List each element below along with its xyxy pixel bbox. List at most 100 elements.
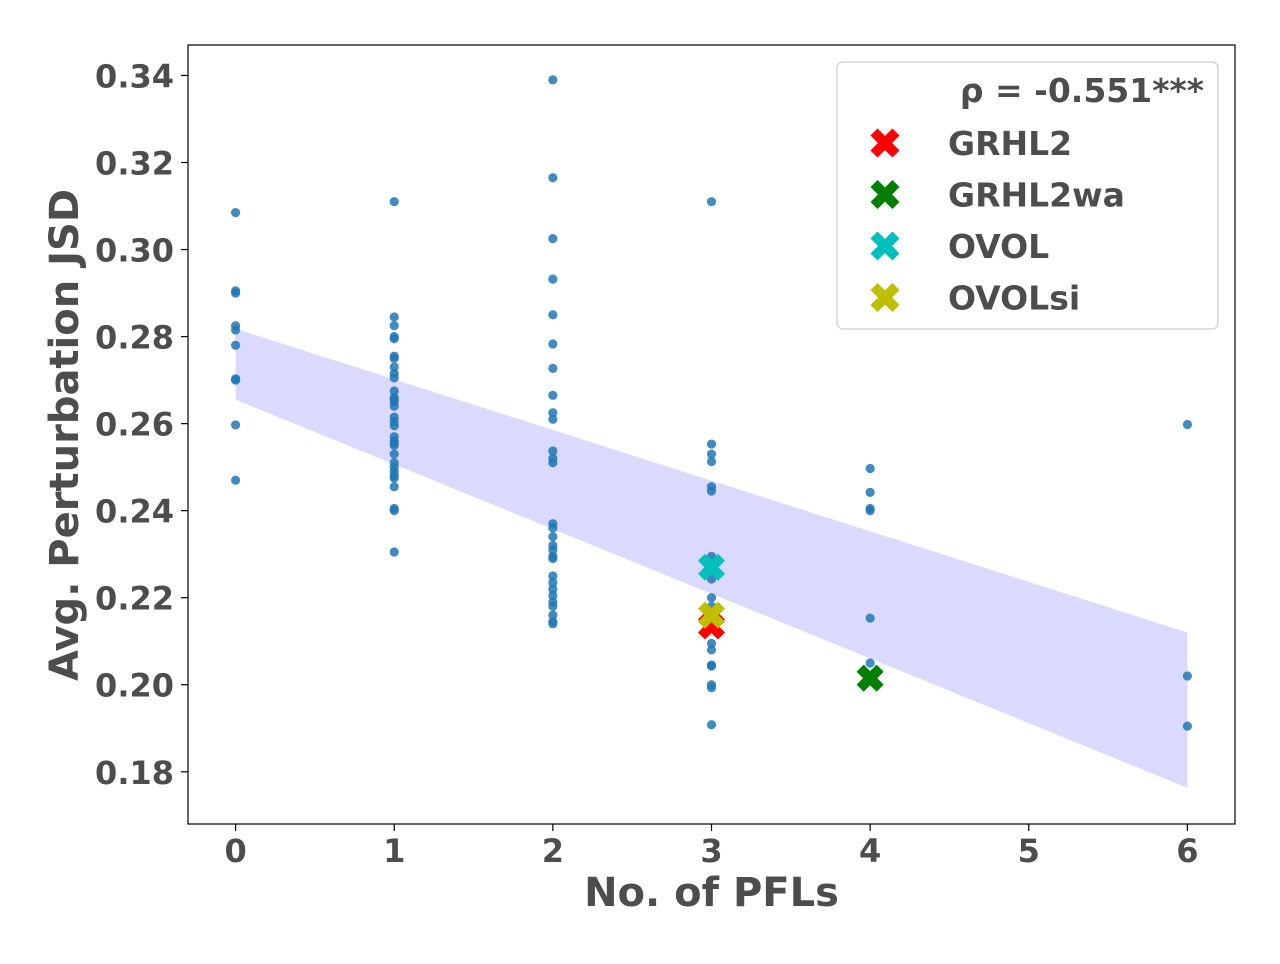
y-tick-label: 0.28	[95, 319, 174, 357]
data-point	[230, 420, 241, 430]
x-axis: 0 1 2 3 4 5 6	[224, 824, 1199, 870]
y-tick-label: 0.32	[95, 145, 174, 183]
data-point	[389, 373, 399, 383]
legend-marker-ovol-stroke-b	[870, 231, 900, 261]
data-point	[548, 584, 558, 594]
data-point	[548, 390, 558, 400]
data-point	[706, 486, 717, 496]
data-point	[865, 463, 875, 474]
data-point	[548, 571, 558, 581]
legend-entry-label: GRHL2	[948, 124, 1072, 163]
data-point	[548, 577, 558, 588]
legend-marker-ovolsi	[870, 282, 900, 313]
legend-box	[836, 61, 1219, 330]
data-point	[706, 197, 717, 207]
data-point	[548, 414, 558, 424]
data-point	[230, 288, 241, 298]
data-point	[389, 386, 399, 396]
x-tick-label: 2	[542, 832, 564, 870]
data-point	[230, 375, 241, 385]
x-tick-label: 0	[224, 832, 246, 870]
y-tick-label: 0.26	[95, 406, 174, 444]
legend-marker-grhl2-stroke-b	[870, 128, 900, 158]
data-point	[230, 340, 241, 350]
data-point	[548, 523, 558, 533]
marker-grhl2wa	[856, 664, 884, 692]
data-point	[548, 545, 558, 555]
x-tick-label: 4	[859, 832, 881, 870]
data-point	[706, 449, 717, 459]
data-point	[706, 638, 717, 648]
data-point	[548, 446, 558, 456]
data-point	[548, 532, 558, 542]
data-point	[548, 339, 558, 349]
data-point	[706, 439, 717, 449]
data-point	[706, 661, 717, 671]
data-point	[389, 401, 399, 411]
data-point	[865, 506, 875, 516]
data-point	[706, 683, 717, 693]
x-tick-label: 1	[383, 832, 405, 870]
marker-ovolsi	[697, 601, 726, 629]
data-point	[389, 197, 399, 207]
legend-entry-label: OVOL	[948, 227, 1049, 266]
legend-entries: GRHL2 GRHL2wa OVOL OVOLsi	[870, 124, 1125, 318]
data-point	[548, 310, 558, 320]
data-point	[706, 456, 717, 467]
y-tick-label: 0.20	[95, 667, 174, 705]
markers-layer	[697, 553, 884, 692]
y-tick-label: 0.34	[95, 57, 174, 95]
data-point	[548, 610, 558, 620]
data-point	[706, 574, 717, 584]
legend-marker-ovol	[870, 231, 900, 261]
data-point	[548, 408, 558, 418]
data-point	[548, 619, 558, 629]
data-point	[548, 234, 558, 244]
y-axis-label: Avg. Perturbation JSD	[42, 189, 88, 681]
data-point	[548, 601, 558, 612]
data-point	[389, 321, 399, 331]
y-tick-label: 0.22	[95, 580, 174, 618]
data-point	[230, 325, 241, 335]
marker-grhl2wa-stroke-b	[856, 664, 884, 692]
x-tick-label: 5	[1018, 832, 1040, 870]
data-point	[389, 362, 399, 372]
legend-marker-grhl2	[870, 128, 900, 158]
data-point	[865, 487, 875, 497]
data-point	[389, 421, 399, 431]
data-point	[389, 482, 399, 492]
y-tick-label: 0.18	[95, 754, 174, 792]
data-point	[548, 75, 558, 85]
legend-marker-grhl2wa-stroke-b	[870, 179, 900, 210]
data-point	[865, 658, 875, 668]
legend-marker-grhl2wa	[870, 179, 900, 210]
data-point	[1182, 419, 1193, 430]
legend: ρ = -0.551*** GRHL2 GRHL2wa OVOL OVOLsi	[836, 61, 1219, 330]
data-point	[1182, 671, 1193, 681]
y-axis: 0.18 0.20 0.22 0.24 0.26 0.28 0.30 0.32 0.34	[95, 57, 188, 792]
x-axis-label: No. of PFLs	[584, 870, 839, 916]
data-point	[865, 613, 875, 623]
data-point	[548, 590, 558, 601]
data-point	[706, 645, 717, 655]
marker-ovol-stroke-b	[697, 553, 726, 581]
legend-entry-label: OVOLsi	[948, 279, 1080, 318]
y-tick-label: 0.24	[95, 493, 174, 531]
data-point	[548, 274, 558, 284]
data-point	[706, 593, 717, 603]
data-point	[389, 334, 399, 344]
data-point	[230, 207, 241, 218]
x-tick-label: 3	[700, 832, 722, 870]
data-point	[548, 173, 558, 183]
data-point	[548, 553, 558, 564]
marker-ovolsi-stroke-b	[697, 601, 726, 629]
data-point	[230, 475, 241, 485]
data-point	[389, 473, 399, 483]
data-point	[389, 312, 399, 322]
legend-stat: ρ = -0.551***	[960, 71, 1204, 110]
data-point	[389, 506, 399, 516]
y-tick-label: 0.30	[95, 232, 174, 270]
data-point	[1182, 721, 1193, 731]
